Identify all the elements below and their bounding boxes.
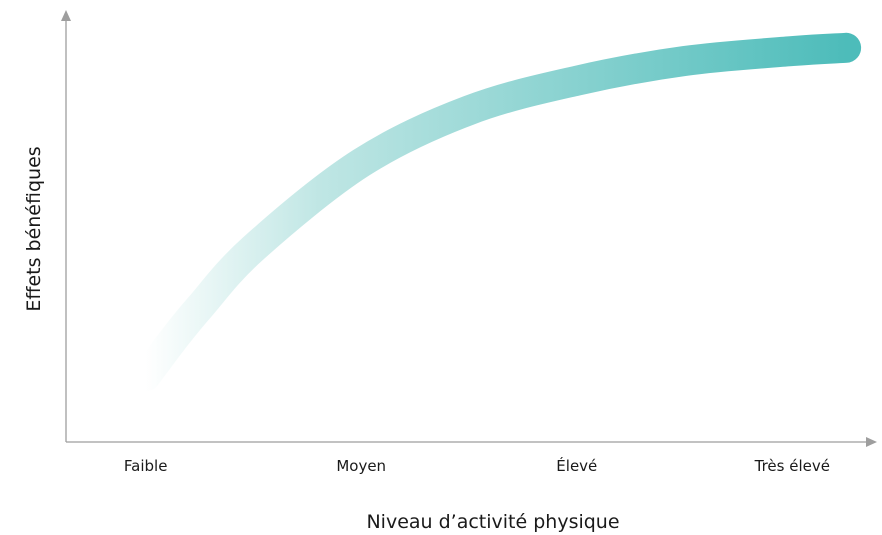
x-axis-title: Niveau d’activité physique (366, 511, 619, 533)
series-line (130, 32, 862, 392)
axes (61, 10, 877, 447)
x-axis-arrow (866, 437, 877, 447)
x-tick-label: Moyen (336, 457, 386, 475)
x-tick-label: Très élevé (754, 457, 830, 475)
y-axis-arrow (61, 10, 71, 21)
x-tick-label: Faible (124, 457, 168, 475)
x-tick-label: Élevé (556, 456, 597, 475)
x-tick-labels: Faible Moyen Élevé Très élevé (124, 456, 830, 475)
y-axis-title: Effets bénéfiques (23, 146, 45, 311)
